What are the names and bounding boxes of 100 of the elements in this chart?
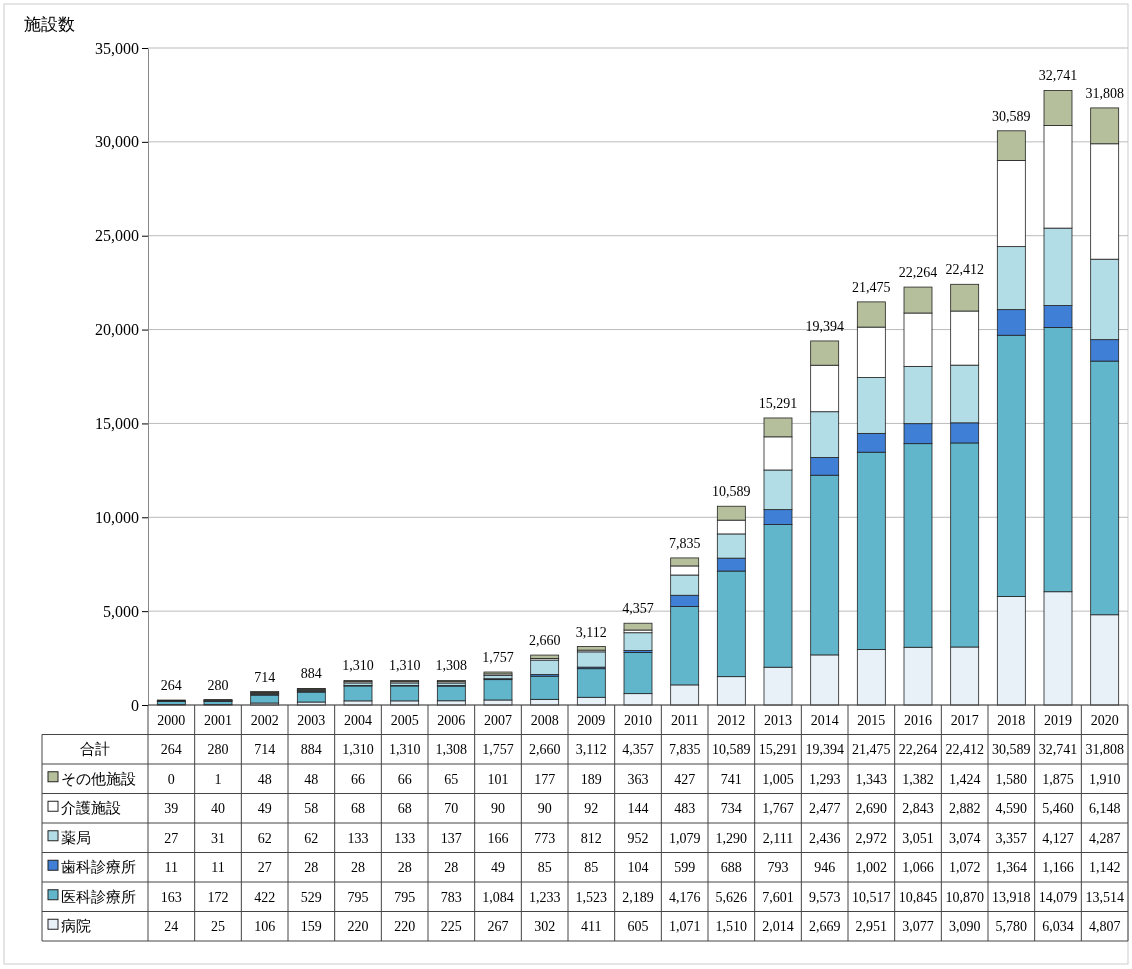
data-label: 795 [394,889,416,905]
data-label: 3,051 [902,830,934,846]
data-label: 177 [534,771,556,787]
y-axis-title: 施設数 [24,15,75,34]
data-label: 90 [537,801,552,817]
data-label: 363 [627,771,649,787]
data-label: 163 [160,889,182,905]
data-label: 48 [257,771,272,787]
data-label: 166 [487,830,509,846]
data-label: 14,079 [1038,889,1078,905]
data-label: 2,111 [762,830,794,846]
x-tick-label: 2007 [484,712,512,728]
data-label: 783 [440,889,462,905]
text: 4,357 [622,742,654,758]
data-label: 1,343 [855,771,888,787]
data-label: 172 [207,889,229,905]
x-tick-label: 2011 [670,712,699,728]
data-label: 137 [440,830,462,846]
y-tick-label: 5,000 [103,602,139,620]
data-label: 1,002 [855,860,888,876]
data-label: 220 [347,919,369,935]
data-label: 9,573 [808,889,841,905]
data-label: 4,127 [1042,830,1074,846]
legend-label: その他施設 [61,770,136,787]
data-label: 4,590 [995,801,1028,817]
data-label: 13,918 [992,889,1031,905]
x-tick-label: 2015 [857,712,886,728]
legend-label: 介護施設 [61,800,121,817]
legend-label: 歯科診療所 [61,859,136,876]
x-tick-label: 2016 [904,712,932,728]
total-label: 1,308 [435,658,468,674]
total-label: 22,264 [898,265,938,281]
y-tick-label: 35,000 [95,39,139,57]
data-label: 1,166 [1042,860,1074,876]
data-label: 1,066 [902,860,934,876]
y-tick-label: 25,000 [95,227,139,245]
data-label: 2,690 [855,801,888,817]
data-label: 40 [211,801,225,817]
x-tick-label: 2018 [997,712,1026,728]
text: 884 [300,742,322,758]
text: 10,589 [712,742,751,758]
x-tick-label: 2006 [437,712,466,728]
text: 15,291 [758,742,798,758]
data-label: 1,084 [482,889,514,905]
total-label: 884 [300,666,322,682]
data-label: 688 [720,860,742,876]
x-tick-label: 2001 [204,712,232,728]
data-label: 90 [491,801,505,817]
text: 32,741 [1038,742,1078,758]
text: 31,808 [1085,742,1124,758]
data-label: 3,090 [948,919,981,935]
data-label: 31 [211,830,225,846]
text: 264 [160,742,182,758]
total-label: 21,475 [852,279,891,295]
data-label: 27 [164,830,179,846]
data-label: 66 [397,771,412,787]
data-label: 3,357 [995,830,1028,846]
data-label: 1,510 [715,919,748,935]
total-label: 280 [207,677,229,693]
data-label: 101 [487,771,509,787]
data-label: 1,424 [948,771,981,787]
x-tick-label: 2000 [157,712,186,728]
data-label: 133 [394,830,416,846]
text: 1,757 [482,742,514,758]
data-label: 25 [211,919,225,935]
data-label: 1,071 [668,919,701,935]
x-tick-label: 2005 [390,712,419,728]
data-label: 70 [444,801,459,817]
data-label: 1,005 [762,771,794,787]
data-label: 1,875 [1042,771,1074,787]
text: 2,660 [528,742,561,758]
total-label: 4,357 [622,601,654,617]
text: 280 [207,742,229,758]
data-label: 92 [584,801,599,817]
data-label: 39 [164,801,179,817]
data-label: 1,142 [1088,860,1121,876]
data-label: 952 [627,830,649,846]
data-label: 144 [627,801,649,817]
data-label: 1,072 [948,860,981,876]
data-label: 10,845 [898,889,938,905]
y-tick-label: 15,000 [95,415,139,433]
total-label: 2,660 [528,633,561,649]
total-label: 714 [254,669,276,685]
total-label: 32,741 [1038,68,1078,84]
data-label: 48 [304,771,319,787]
data-label: 85 [537,860,552,876]
data-label: 13,514 [1085,889,1124,905]
x-tick-label: 2008 [530,712,559,728]
data-label: 5,460 [1042,801,1074,817]
data-label: 58 [304,801,319,817]
data-label: 225 [440,919,462,935]
data-label: 1,233 [528,889,561,905]
text: 合計 [80,741,110,758]
data-label: 65 [444,771,459,787]
data-label: 28 [397,860,412,876]
data-label: 7,601 [762,889,794,905]
data-label: 6,034 [1042,919,1074,935]
data-label: 1,290 [715,830,748,846]
data-label: 483 [674,801,696,817]
data-label: 5,626 [715,889,748,905]
